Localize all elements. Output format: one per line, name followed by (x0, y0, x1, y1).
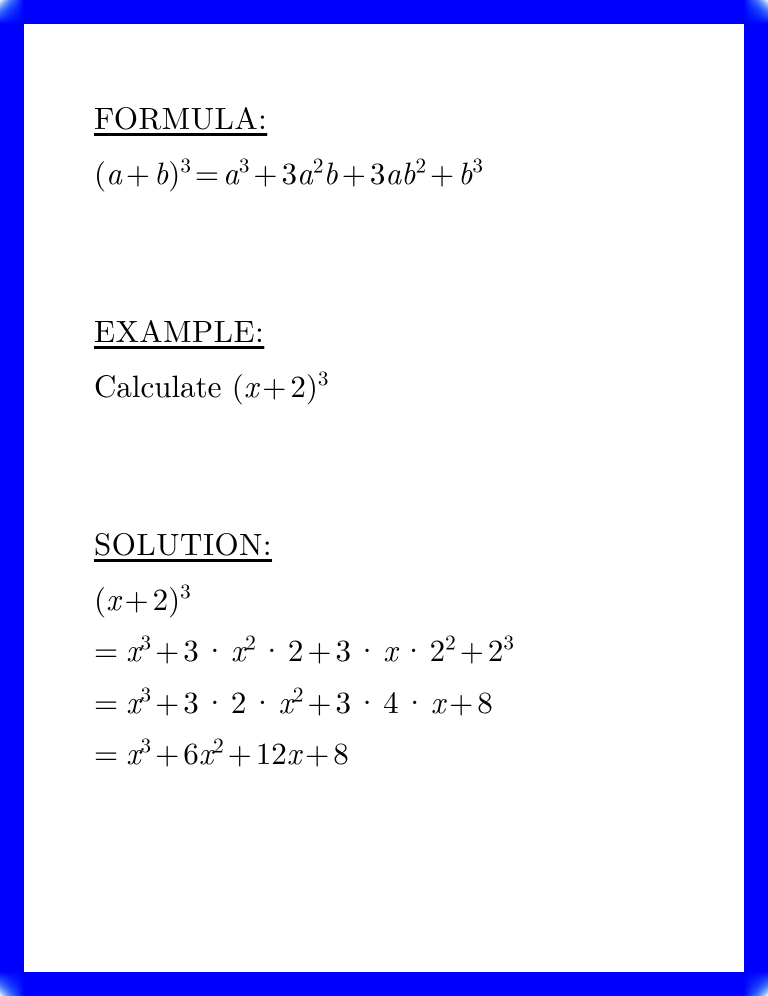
solution-line-2: =x3+3·x2·2+3·x·22+23 (94, 623, 674, 674)
formula-section: FORMULA: (a+b)3=a3+3a2b+3ab2+b3 (94, 94, 674, 197)
solution-line-1: (x+2)3 (94, 572, 674, 623)
example-heading: EXAMPLE: (94, 307, 674, 351)
solution-section: SOLUTION: (x+2)3 =x3+3·x2·2+3·x·22+23 =x… (94, 520, 674, 777)
gradient-border-frame: FORMULA: (a+b)3=a3+3a2b+3ab2+b3 EXAMPLE:… (0, 0, 768, 996)
solution-line-3: =x3+3·2·x2+3·4·x+8 (94, 675, 674, 726)
example-prefix: Calculate (94, 362, 232, 406)
solution-line-4: =x3+6x2+12x+8 (94, 726, 674, 777)
example-prompt: Calculate (x+2)3 (94, 359, 674, 410)
formula-expression: (a+b)3=a3+3a2b+3ab2+b3 (94, 146, 674, 197)
example-section: EXAMPLE: Calculate (x+2)3 (94, 307, 674, 410)
page-content: FORMULA: (a+b)3=a3+3a2b+3ab2+b3 EXAMPLE:… (24, 24, 744, 972)
formula-heading: FORMULA: (94, 94, 674, 138)
solution-heading: SOLUTION: (94, 520, 674, 564)
